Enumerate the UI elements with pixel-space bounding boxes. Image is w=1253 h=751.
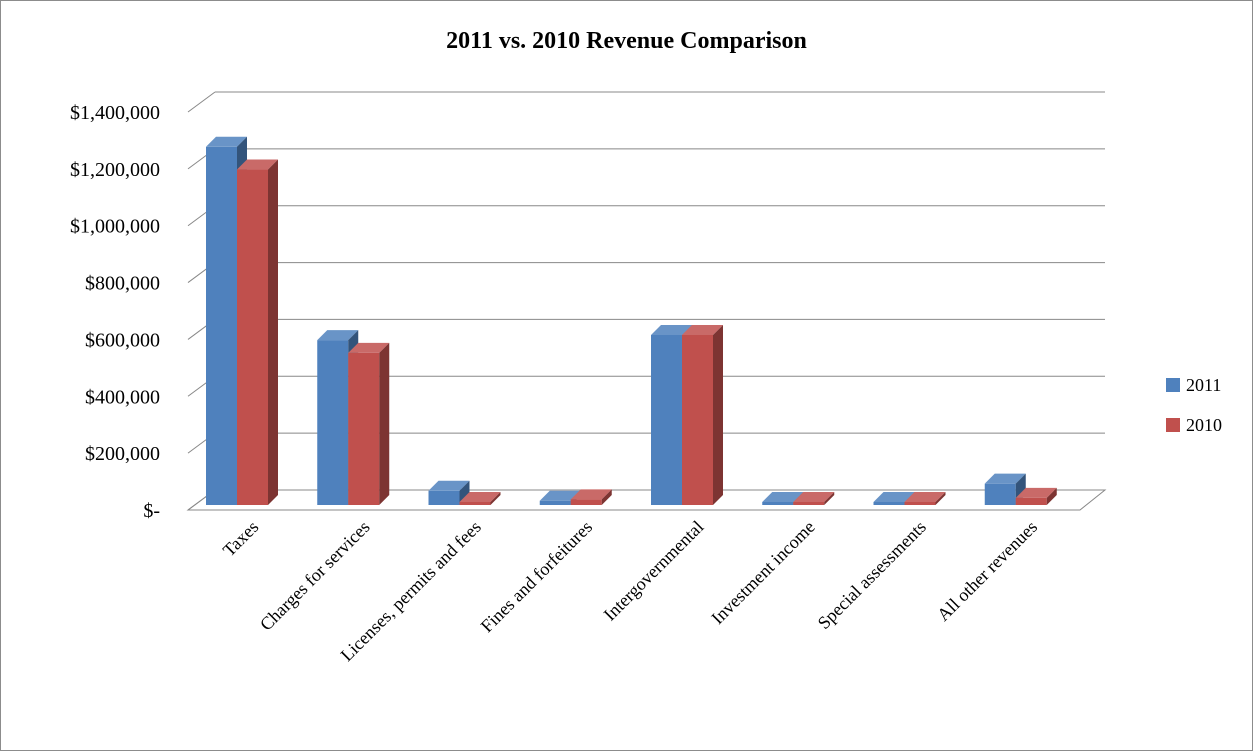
bar-side-2010 [1046,487,1057,505]
x-tick-label: Investment income [707,517,818,628]
bar-2011 [762,502,794,505]
bar-2010 [904,502,936,505]
bar-top-2010 [682,324,723,335]
bar-top-2011 [762,492,804,502]
y-tick-label: $800,000 [85,273,160,295]
bar-2011 [428,490,460,505]
legend-swatch-2010 [1166,418,1180,432]
bar-top-2010 [348,342,390,353]
bar-side-2010 [490,492,501,505]
bar-side-2010 [601,489,612,505]
bar-2010 [348,352,380,505]
y-tick-label: $400,000 [85,386,160,408]
bar-top-2011 [651,324,692,335]
bar-2010 [793,502,825,505]
x-tick-label: Special assessments [814,517,930,633]
bar-top-2010 [1015,487,1057,498]
y-tick-label: $- [143,500,160,522]
bar-top-2011 [206,136,247,147]
legend-swatch-2011 [1166,378,1180,392]
bar-side-2010 [379,342,390,505]
y-tick-label: $1,200,000 [70,159,160,181]
y-tick-label: $600,000 [85,329,160,351]
legend-label-2010: 2010 [1186,415,1222,435]
bar-top-2010 [904,492,946,502]
bar-2011 [651,334,682,505]
bar-2010 [459,502,491,505]
y-tick-label: $200,000 [85,443,160,465]
bar-2010 [570,499,602,505]
bar-top-2010 [459,492,501,502]
y-tick-label: $1,000,000 [70,216,160,238]
x-tick-label: Intergovernmental [600,517,708,625]
bar-top-2011 [873,492,915,502]
bar-top-2011 [984,473,1026,484]
bar-side-2010 [824,492,835,505]
bar-2011 [984,483,1016,505]
y-tick-label: $1,400,000 [70,102,160,124]
chart-title: 2011 vs. 2010 Revenue Comparison [446,28,807,54]
gridline-side [187,91,216,113]
bar-2010 [1015,497,1047,505]
bar-2011 [873,502,905,505]
bar-side-2010 [268,159,278,506]
bar-2011 [539,500,571,505]
bar-2010 [237,169,268,506]
x-tick-label: Taxes [219,517,263,561]
bar-top-2010 [237,159,278,170]
bar-top-2010 [793,492,835,502]
x-tick-label: Charges for services [256,517,374,635]
bar-side-2010 [935,492,946,505]
bar-2010 [682,334,713,505]
bar-top-2011 [539,490,581,501]
bar-top-2011 [317,330,359,341]
bar-top-2010 [570,489,612,500]
bar-2011 [206,146,237,506]
bar-2011 [317,340,349,505]
bar-top-2011 [428,480,470,491]
x-tick-label: Fines and forfeitures [477,517,596,636]
legend-label-2011: 2011 [1186,375,1221,395]
bar-side-2010 [713,324,723,505]
x-tick-label: All other revenues [933,517,1041,625]
bar-side-2011 [459,480,470,505]
